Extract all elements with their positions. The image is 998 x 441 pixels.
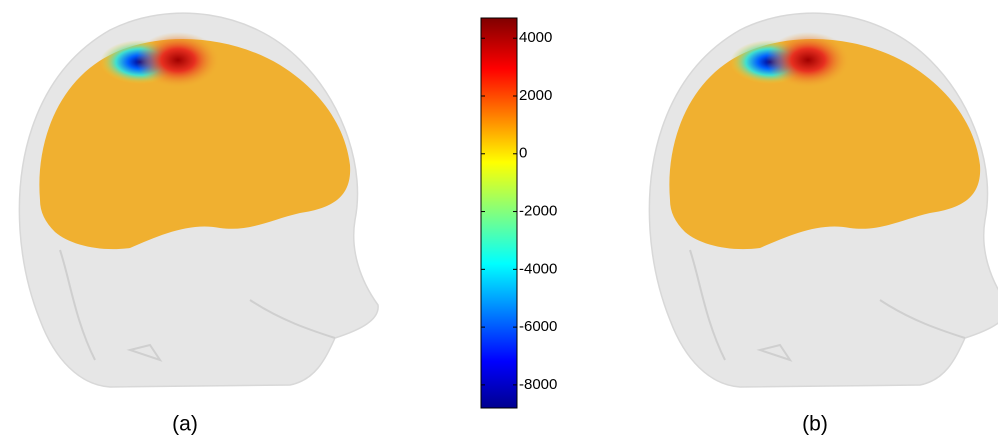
tick-label: -4000 bbox=[519, 260, 557, 277]
tick-label: 2000 bbox=[519, 87, 552, 104]
tick-label: -8000 bbox=[519, 376, 557, 393]
head-a bbox=[19, 13, 378, 387]
tick-label: 0 bbox=[519, 145, 527, 162]
tick-label: -6000 bbox=[519, 318, 557, 335]
panel-label: (a) bbox=[172, 413, 198, 436]
figure: (a) (b) 4000 2000 0 -2000 -4000 -6000 -8000 bbox=[0, 0, 998, 441]
tick-label: -2000 bbox=[519, 203, 557, 220]
head-b bbox=[649, 13, 998, 387]
panel-label: (b) bbox=[802, 413, 828, 436]
colorbar bbox=[481, 18, 517, 408]
tick-label: 4000 bbox=[519, 29, 552, 46]
